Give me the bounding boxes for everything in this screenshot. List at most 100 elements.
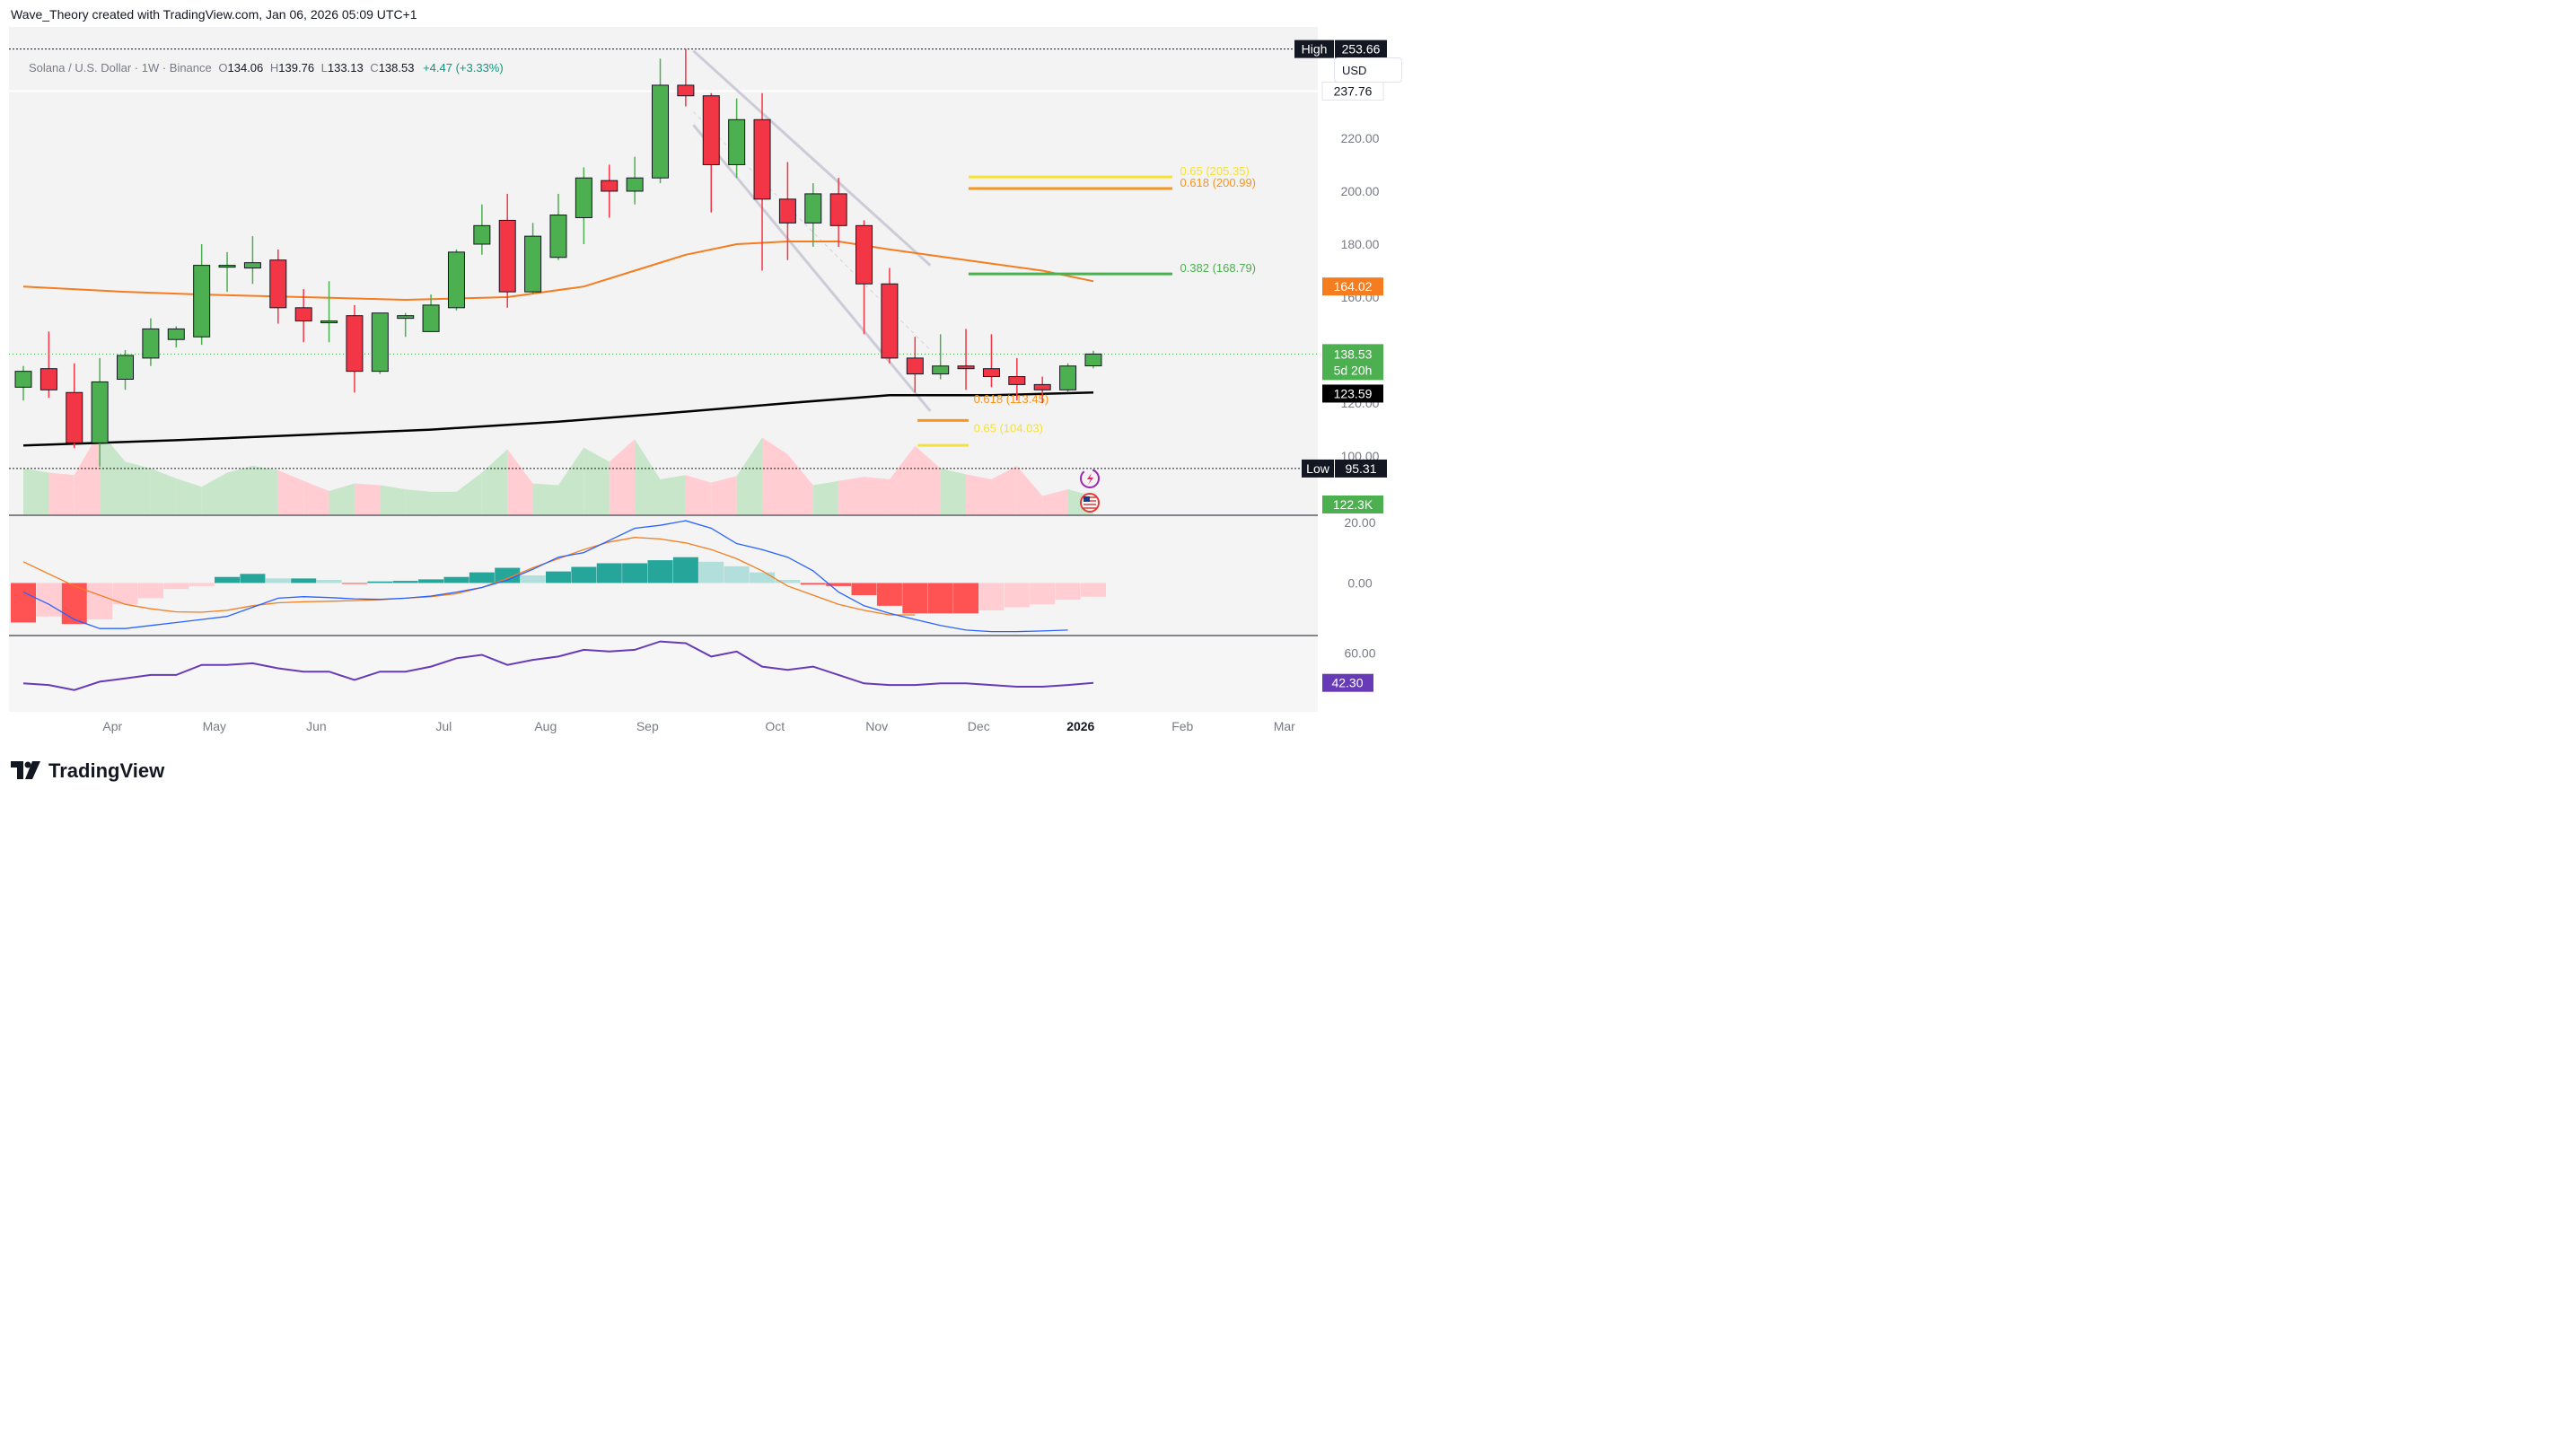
volume-segment [583, 447, 610, 514]
volume-segment [150, 468, 177, 514]
bearish-candle [906, 337, 924, 393]
price-label-box [1322, 277, 1383, 296]
volume-segment [252, 466, 278, 514]
rsi-label-value: 42.30 [1331, 676, 1363, 690]
bullish-candle [218, 251, 236, 293]
candle-body [524, 235, 542, 293]
time-tick-label: Aug [534, 719, 557, 733]
close-key: C [370, 61, 379, 75]
high-value: 139.76 [278, 61, 315, 75]
price-axis[interactable]: 80.00100.00120.00140.00160.00180.00200.0… [1318, 27, 1399, 741]
tradingview-logo-text: TradingView [48, 759, 165, 782]
volume-segment [354, 483, 381, 514]
volume-segment [48, 472, 75, 514]
bullish-candle [473, 204, 491, 255]
macd-histogram-bar [724, 566, 750, 583]
volume-segment [864, 477, 890, 514]
volume-segment [329, 483, 355, 514]
candle-body [66, 391, 83, 443]
candle-body [447, 251, 465, 309]
volume-segment [405, 489, 432, 514]
volume-segment [277, 469, 304, 514]
macd-tick-label: 20.00 [1344, 515, 1375, 530]
rsi-pane-fill [9, 636, 1318, 712]
candle-body [14, 371, 32, 388]
bullish-candle [14, 365, 32, 401]
volume-segment [557, 447, 584, 514]
candle-body [397, 315, 415, 320]
chart-canvas[interactable]: 0.65 (205.35)0.618 (200.99) 0.382 (168.79… [9, 27, 1399, 741]
price-label-tag-text: High [1302, 42, 1328, 57]
bearish-candle [982, 334, 1000, 388]
chart-frame[interactable]: 0.65 (205.35) 0.618 (200.99) 0.382 (168.79… [9, 27, 1402, 741]
time-tick-label: Dec [968, 719, 990, 733]
tradingview-logo[interactable]: TradingView [11, 759, 164, 783]
bearish-candle [753, 92, 771, 271]
price-label-box [1335, 459, 1387, 478]
price-label-tag [1294, 39, 1334, 58]
macd-histogram-bar [392, 581, 418, 583]
candle-body [422, 304, 440, 332]
macd-histogram-bar [876, 583, 902, 606]
macd-histogram-bar [596, 563, 622, 583]
macd-histogram-bar [316, 580, 342, 583]
time-tick-label: Oct [765, 719, 785, 733]
volume-segment [685, 475, 712, 514]
volume-segment [889, 445, 916, 514]
candle-body [932, 365, 950, 375]
bullish-candle [626, 156, 644, 205]
bearish-candle [677, 48, 695, 107]
time-axis[interactable]: Apr May Jun Jul Aug Sep Oct Nov Dec 2026 Feb Mar [102, 719, 1295, 733]
price-label-value: 253.66 [1342, 42, 1381, 57]
volume-segment [303, 480, 329, 514]
macd-histogram-bar [750, 572, 776, 583]
lightning-icon-bolt [1087, 473, 1093, 485]
bullish-candle [524, 223, 542, 295]
macd-histogram-bar [1004, 583, 1030, 608]
time-tick-label: Jul [435, 719, 452, 733]
currency-selector[interactable]: USD [1334, 57, 1402, 83]
price-label-value: 95.31 [1345, 461, 1376, 476]
candle-body [855, 224, 873, 285]
fib-level-label: 0.382 (168.79) [1180, 261, 1256, 275]
candle-body [753, 118, 771, 200]
rsi-tick-label: 60.00 [1344, 646, 1375, 661]
symbol-name: Solana / U.S. Dollar · 1W · Binance [29, 61, 212, 75]
symbol-legend[interactable]: Solana / U.S. Dollar · 1W · Binance O134… [29, 61, 504, 75]
candle-body [473, 224, 491, 245]
volume-label-box [1322, 496, 1383, 513]
candle-body [575, 177, 592, 218]
change-value: +4.47 (+3.33%) [423, 61, 504, 75]
rsi-pane [22, 640, 1094, 691]
candle-body [1059, 365, 1077, 390]
time-tick-label: Apr [102, 719, 122, 733]
fib-level-label: 0.65 (205.35) [1180, 164, 1249, 178]
macd-histogram-bar [265, 578, 291, 583]
macd-histogram-bar [953, 583, 979, 614]
macd-histogram-bar [978, 583, 1005, 610]
price-tick-label: 200.00 [1341, 184, 1380, 198]
bullish-candle [652, 58, 669, 184]
volume-segment [940, 468, 967, 514]
candle-body [804, 193, 822, 224]
volume-segment [481, 449, 508, 514]
macd-histogram-bar [1030, 583, 1056, 605]
macd-histogram-bar [495, 567, 521, 583]
bullish-candle [320, 281, 338, 343]
volume-segment [507, 449, 533, 514]
time-tick-label: Jun [306, 719, 327, 733]
price-label-tag-text: Low [1306, 461, 1330, 476]
price-label-box [1322, 384, 1383, 403]
macd-signal-line [22, 537, 916, 616]
rsi-line [22, 640, 1094, 691]
candle-body [626, 177, 644, 192]
macd-histogram-bar [11, 583, 36, 623]
bearish-candle [346, 304, 364, 393]
bearish-candle [1033, 376, 1051, 404]
time-tick-label: Mar [1274, 719, 1295, 733]
volume-segment [1042, 489, 1068, 514]
tradingview-logo-icon [11, 761, 40, 779]
bullish-candle [397, 312, 415, 338]
bearish-candle [39, 331, 57, 399]
macd-histogram-bar [520, 575, 546, 583]
